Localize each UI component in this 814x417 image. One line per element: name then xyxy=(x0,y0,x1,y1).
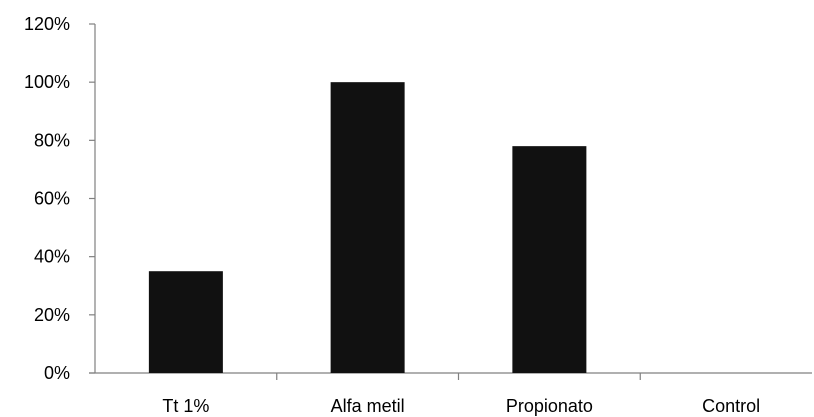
bar-tt-1 xyxy=(148,271,223,373)
y-tick-label: 60% xyxy=(34,189,70,209)
y-tick-label: 100% xyxy=(24,72,70,92)
x-category-label: Control xyxy=(702,396,760,416)
y-tick-label: 120% xyxy=(24,14,70,34)
y-tick-label: 0% xyxy=(44,363,70,383)
bar-propionato xyxy=(512,146,587,373)
x-category-label: Tt 1% xyxy=(162,396,209,416)
y-tick-label: 20% xyxy=(34,305,70,325)
y-tick-label: 40% xyxy=(34,247,70,267)
x-category-label: Alfa metil xyxy=(331,396,405,416)
bars xyxy=(148,82,587,374)
x-category-label: Propionato xyxy=(506,396,593,416)
labels: 0% 20% 40% 60% 80% 100% 120% Tt 1% Alfa metil Pro… xyxy=(24,14,760,416)
bar-alfa-metil xyxy=(330,82,405,374)
y-tick-label: 80% xyxy=(34,130,70,150)
